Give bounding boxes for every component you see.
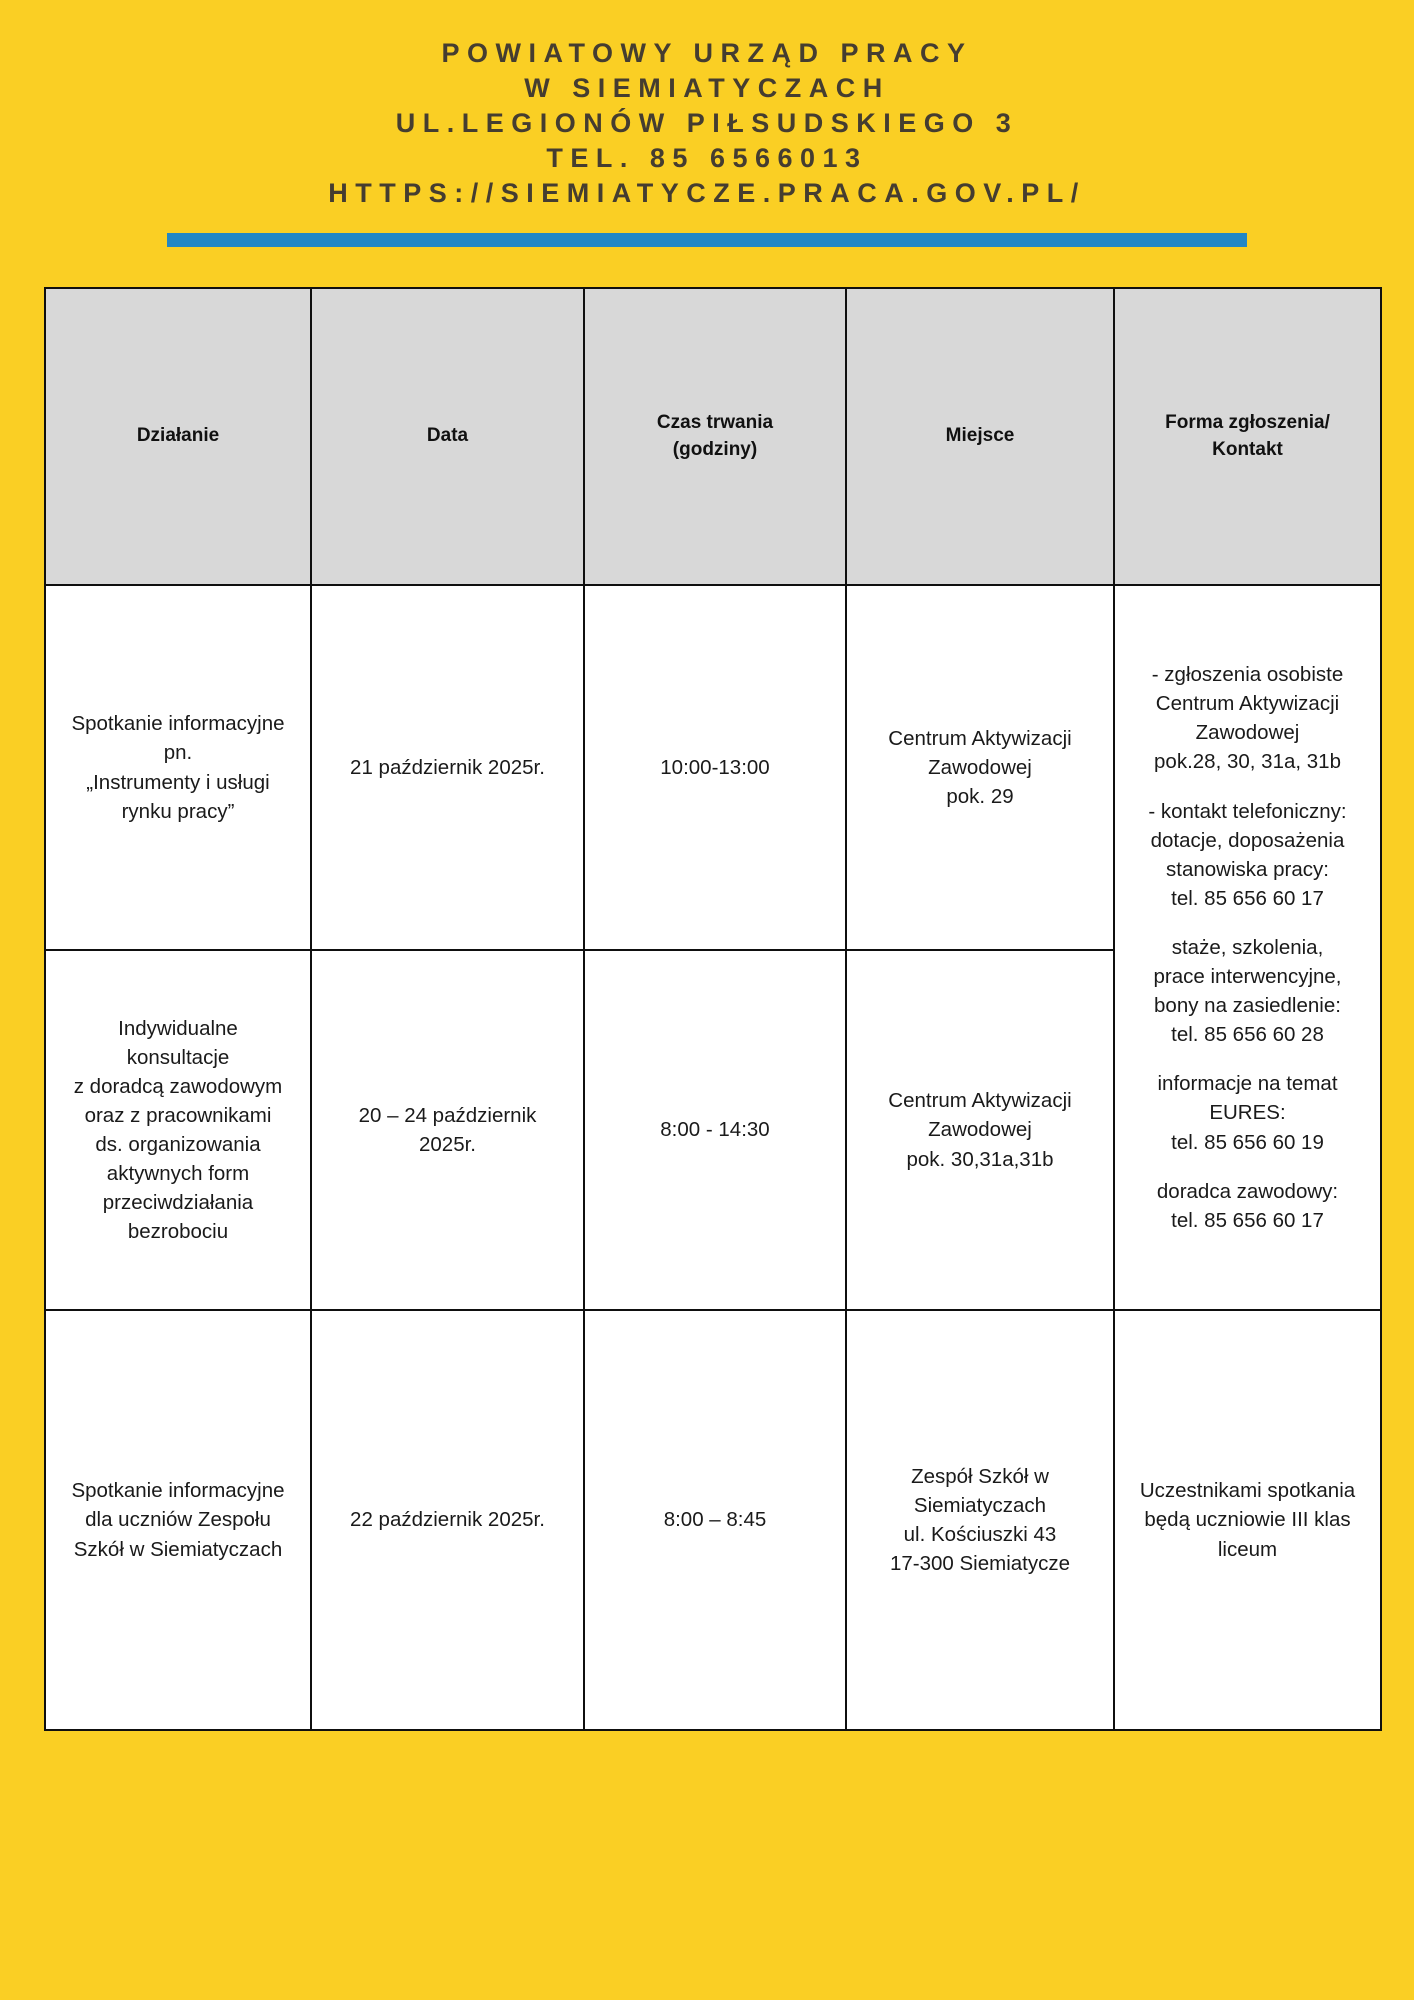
poster-header: POWIATOWY URZĄD PRACY W SIEMIATYCZACH UL… bbox=[0, 0, 1414, 248]
cell-data-1: 21 październik 2025r. bbox=[310, 584, 585, 951]
table-header-row: Działanie Data Czas trwania (godziny) Mi… bbox=[44, 287, 1382, 586]
forma-block-eures: informacje na temat EURES: tel. 85 656 6… bbox=[1157, 1072, 1338, 1154]
cell-forma-kontakt-merged: - zgłoszenia osobiste Centrum Aktywizacj… bbox=[1113, 584, 1382, 1311]
cell-miejsce-1: Centrum Aktywizacji Zawodowej pok. 29 bbox=[845, 584, 1115, 951]
cell-czas-1: 10:00-13:00 bbox=[583, 584, 847, 951]
forma-block-staze-szkolenia: staże, szkolenia, prace interwencyjne, b… bbox=[1153, 935, 1342, 1047]
cell-dzialanie-3: Spotkanie informacyjne dla uczniów Zespo… bbox=[44, 1309, 312, 1731]
column-header-miejsce: Miejsce bbox=[845, 287, 1115, 586]
forma-spacer-2 bbox=[1125, 913, 1370, 933]
cell-miejsce-2: Centrum Aktywizacji Zawodowej pok. 30,31… bbox=[845, 949, 1115, 1311]
cell-dzialanie-1: Spotkanie informacyjne pn. „Instrumenty … bbox=[44, 584, 312, 951]
table-row: Indywidualne konsultacje z doradcą zawod… bbox=[44, 949, 1381, 1311]
header-line-city: W SIEMIATYCZACH bbox=[524, 73, 890, 104]
cell-czas-3: 8:00 – 8:45 bbox=[583, 1309, 847, 1731]
forma-block-doradca-zawodowy: doradca zawodowy: tel. 85 656 60 17 bbox=[1156, 1179, 1339, 1232]
header-line-office-name: POWIATOWY URZĄD PRACY bbox=[441, 38, 973, 68]
cell-forma-3: Uczestnikami spotkania będą uczniowie II… bbox=[1113, 1309, 1382, 1731]
header-divider-wrap bbox=[0, 233, 1414, 248]
forma-block-kontakt-telefoniczny: - kontakt telefoniczny: dotacje, doposaż… bbox=[1148, 799, 1347, 910]
table-body: Spotkanie informacyjne pn. „Instrumenty … bbox=[44, 584, 1382, 1731]
cell-data-3: 22 październik 2025r. bbox=[310, 1309, 585, 1731]
column-header-dzialanie: Działanie bbox=[44, 287, 312, 586]
forma-block-zgloszenia-osobiste: - zgłoszenia osobiste Centrum Aktywizacj… bbox=[1151, 663, 1344, 774]
schedule-table: Działanie Data Czas trwania (godziny) Mi… bbox=[44, 287, 1382, 1731]
cell-czas-2: 8:00 - 14:30 bbox=[583, 949, 847, 1311]
header-line-website: HTTPS://SIEMIATYCZE.PRACA.GOV.PL/ bbox=[328, 178, 1086, 209]
column-header-data: Data bbox=[310, 287, 585, 586]
column-header-forma-zgloszenia: Forma zgłoszenia/ Kontakt bbox=[1113, 287, 1382, 586]
table-row: Spotkanie informacyjne dla uczniów Zespo… bbox=[44, 1309, 1382, 1731]
cell-miejsce-3: Zespół Szkół w Siemiatyczach ul. Kościus… bbox=[845, 1309, 1115, 1731]
forma-spacer-1 bbox=[1125, 777, 1370, 797]
schedule-table-wrap: Działanie Data Czas trwania (godziny) Mi… bbox=[44, 287, 1382, 1731]
cell-dzialanie-2: Indywidualne konsultacje z doradcą zawod… bbox=[44, 949, 312, 1311]
header-line-address: UL.LEGIONÓW PIŁSUDSKIEGO 3 bbox=[395, 108, 1019, 139]
cell-data-2: 20 – 24 październik 2025r. bbox=[310, 949, 585, 1311]
header-line-phone: TEL. 85 6566013 bbox=[546, 143, 868, 174]
table-row: Spotkanie informacyjne pn. „Instrumenty … bbox=[44, 584, 1382, 1311]
table-head: Działanie Data Czas trwania (godziny) Mi… bbox=[44, 287, 1382, 586]
column-header-czas-trwania: Czas trwania (godziny) bbox=[583, 287, 847, 586]
forma-spacer-3 bbox=[1125, 1049, 1370, 1069]
header-divider-bar bbox=[167, 233, 1247, 248]
forma-spacer-4 bbox=[1125, 1157, 1370, 1177]
